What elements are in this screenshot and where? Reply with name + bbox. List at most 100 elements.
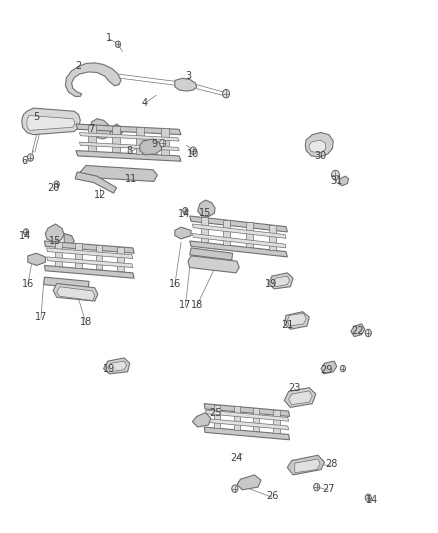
Polygon shape <box>112 126 120 152</box>
Text: 5: 5 <box>33 111 39 122</box>
Polygon shape <box>160 128 168 155</box>
Circle shape <box>331 170 339 180</box>
Circle shape <box>339 366 345 372</box>
Text: 4: 4 <box>141 98 147 108</box>
Text: 15: 15 <box>199 208 211 219</box>
Polygon shape <box>95 245 102 270</box>
Text: 20: 20 <box>47 183 59 193</box>
Polygon shape <box>75 244 82 268</box>
Text: 19: 19 <box>265 279 277 288</box>
Polygon shape <box>223 220 230 245</box>
Text: 17: 17 <box>179 300 191 310</box>
Polygon shape <box>46 257 133 268</box>
Polygon shape <box>28 253 45 265</box>
Circle shape <box>364 494 371 502</box>
Text: 28: 28 <box>324 459 336 469</box>
Polygon shape <box>174 227 191 239</box>
Circle shape <box>23 229 28 235</box>
Polygon shape <box>88 125 96 151</box>
Text: 25: 25 <box>208 408 221 418</box>
Polygon shape <box>65 63 121 96</box>
Text: 24: 24 <box>230 453 242 463</box>
Polygon shape <box>204 403 289 416</box>
Polygon shape <box>237 475 261 490</box>
Polygon shape <box>57 287 95 301</box>
Polygon shape <box>338 176 348 185</box>
Polygon shape <box>189 241 287 257</box>
Text: 14: 14 <box>178 209 190 220</box>
Text: 9: 9 <box>151 139 157 149</box>
Polygon shape <box>140 139 161 155</box>
Text: 11: 11 <box>125 174 137 184</box>
Circle shape <box>364 329 371 337</box>
Text: 16: 16 <box>21 279 34 288</box>
Polygon shape <box>79 142 179 151</box>
Polygon shape <box>320 361 336 374</box>
Polygon shape <box>284 387 315 407</box>
Polygon shape <box>43 277 89 289</box>
Polygon shape <box>55 242 61 266</box>
Text: 23: 23 <box>288 383 300 393</box>
Polygon shape <box>308 140 325 153</box>
Polygon shape <box>76 151 180 161</box>
Text: 14: 14 <box>365 495 377 505</box>
Polygon shape <box>268 225 275 249</box>
Polygon shape <box>46 248 133 259</box>
Polygon shape <box>245 222 252 247</box>
Circle shape <box>182 207 187 214</box>
Polygon shape <box>135 127 143 154</box>
Text: 31: 31 <box>330 176 342 187</box>
Polygon shape <box>64 233 74 245</box>
Polygon shape <box>189 216 287 232</box>
Polygon shape <box>192 224 286 238</box>
Text: 18: 18 <box>80 317 92 327</box>
Text: 21: 21 <box>280 320 293 330</box>
Text: 2: 2 <box>75 61 81 70</box>
Polygon shape <box>197 200 215 216</box>
Polygon shape <box>192 413 210 427</box>
Polygon shape <box>117 247 123 271</box>
Text: 16: 16 <box>168 279 180 288</box>
Polygon shape <box>304 133 332 157</box>
Polygon shape <box>79 133 179 141</box>
Polygon shape <box>21 108 80 135</box>
Polygon shape <box>44 265 134 278</box>
Circle shape <box>27 154 33 161</box>
Polygon shape <box>205 410 288 421</box>
Polygon shape <box>45 224 64 242</box>
Polygon shape <box>80 165 157 181</box>
Circle shape <box>115 41 120 47</box>
Polygon shape <box>288 391 311 405</box>
Circle shape <box>231 485 237 492</box>
Polygon shape <box>233 406 239 430</box>
Text: 7: 7 <box>88 124 95 134</box>
Polygon shape <box>108 361 127 372</box>
Polygon shape <box>205 418 288 430</box>
Text: 30: 30 <box>313 151 325 161</box>
Text: 17: 17 <box>35 312 47 322</box>
Text: 19: 19 <box>103 364 115 374</box>
Polygon shape <box>111 124 122 138</box>
Polygon shape <box>268 273 292 289</box>
Polygon shape <box>350 324 364 337</box>
Text: 26: 26 <box>265 491 278 501</box>
Polygon shape <box>287 313 305 326</box>
Polygon shape <box>201 217 208 243</box>
Text: 18: 18 <box>190 300 202 310</box>
Polygon shape <box>90 119 111 139</box>
Text: 27: 27 <box>321 484 333 494</box>
Polygon shape <box>75 172 117 193</box>
Polygon shape <box>192 233 286 248</box>
Text: 14: 14 <box>18 231 31 241</box>
Polygon shape <box>253 408 259 431</box>
Polygon shape <box>103 358 130 374</box>
Polygon shape <box>214 405 220 428</box>
Polygon shape <box>44 241 134 253</box>
Circle shape <box>313 483 319 491</box>
Text: 12: 12 <box>94 190 106 200</box>
Polygon shape <box>189 248 232 260</box>
Polygon shape <box>272 276 289 287</box>
Polygon shape <box>76 124 180 135</box>
Circle shape <box>222 90 229 98</box>
Text: 1: 1 <box>106 33 112 43</box>
